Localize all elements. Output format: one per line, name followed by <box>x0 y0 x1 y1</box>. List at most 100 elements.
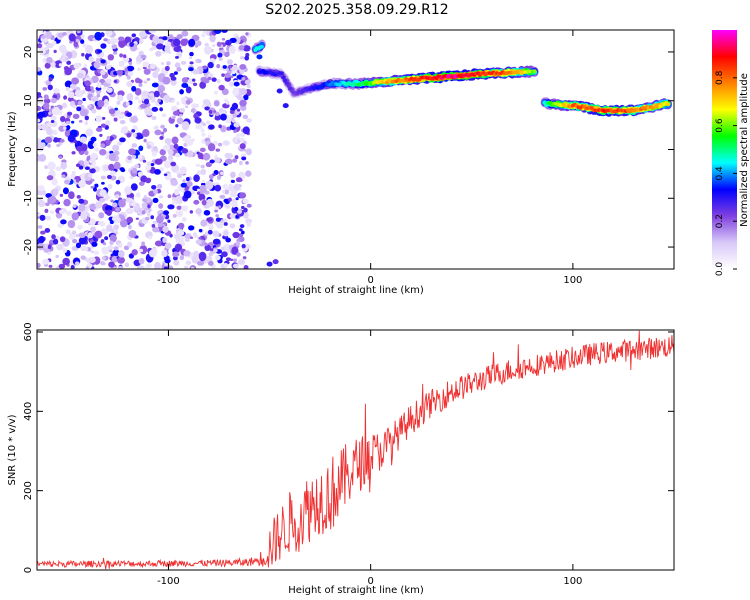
spectrogram-noise-cell <box>56 243 64 251</box>
spectrogram-noise-cell <box>266 261 273 267</box>
spectrogram-noise-cell <box>62 257 70 266</box>
spectrogram-noise-cell <box>89 203 97 210</box>
spectrogram-noise-cell <box>239 192 247 199</box>
spectrogram-noise-cell <box>204 45 212 55</box>
spectrogram-noise-cell <box>216 79 221 84</box>
spectrogram-noise-cell <box>213 30 222 35</box>
spectrogram-noise-cell <box>213 110 217 113</box>
spectrogram-noise-cell <box>62 187 69 195</box>
spectrogram-noise-cell <box>141 241 145 246</box>
spectrogram-noise-cell <box>138 145 144 152</box>
spectrogram-noise-cell <box>129 42 134 48</box>
spectrogram-noise-cell <box>217 205 222 209</box>
spectrogram-noise-cell <box>167 194 172 199</box>
spectrogram-noise-cell <box>66 60 72 65</box>
spectrogram-noise-cell <box>224 204 231 209</box>
spectrogram-noise-cell <box>170 76 177 81</box>
spectrogram-noise-cell <box>142 129 150 137</box>
spectrogram-noise-cell <box>120 126 129 134</box>
spectrogram-noise-cell <box>241 243 246 249</box>
spectrogram-noise-cell <box>61 174 66 178</box>
spectrogram-noise-cell <box>228 197 232 202</box>
spectrogram-noise-cell <box>221 88 229 96</box>
figure-title: S202.2025.358.09.29.R12 <box>265 2 448 18</box>
spectrogram-noise-cell <box>224 51 230 58</box>
spectrogram-noise-cell <box>230 171 236 178</box>
spectrogram-noise-cell <box>117 256 125 264</box>
colorbar-label: Normalized spectral amplitude <box>739 73 750 227</box>
spectrogram-noise-cell <box>117 242 123 248</box>
spectrogram-noise-cell <box>116 100 121 105</box>
spectrogram-noise-cell <box>110 175 117 181</box>
spectrogram-noise-cell <box>223 222 228 226</box>
spectrogram-noise-cell <box>181 216 187 222</box>
spectrogram-noise-cell <box>75 234 79 238</box>
spectrogram-noise-cell <box>215 213 219 218</box>
spectrogram-noise-cell <box>221 189 226 194</box>
spectrogram-noise-cell <box>93 250 99 255</box>
spectrogram-noise-cell <box>172 251 180 258</box>
spectrogram-noise-cell <box>109 240 114 245</box>
spectrogram-noise-cell <box>246 203 252 208</box>
spectrogram-noise-cell <box>233 206 239 212</box>
spectrogram-noise-cell <box>78 203 86 212</box>
spectrogram-noise-cell <box>178 113 183 117</box>
spectrogram-noise-cell <box>243 207 248 213</box>
spectrogram-noise-cell <box>239 224 245 229</box>
spectrogram-noise-cell <box>84 115 90 121</box>
spectrogram-noise-cell <box>232 64 238 71</box>
spectrogram-y-tick-label: 10 <box>23 94 34 107</box>
spectrogram-noise-cell <box>196 191 201 196</box>
spectrogram-noise-cell <box>76 72 84 79</box>
spectrogram-noise-cell <box>134 88 142 96</box>
spectrogram-noise-cell <box>48 77 53 82</box>
spectrogram-noise-cell <box>239 137 245 143</box>
spectrogram-noise-cell <box>198 184 207 194</box>
spectrogram-noise-cell <box>137 67 141 71</box>
spectrogram-noise-cell <box>55 235 60 240</box>
spectrogram-noise-cell <box>90 185 95 189</box>
spectrogram-noise-cell <box>220 30 228 33</box>
spectrogram-noise-cell <box>142 66 147 70</box>
snr-x-tick-label: -100 <box>157 576 180 587</box>
spectrogram-noise-cell <box>222 243 231 254</box>
spectrogram-noise-cell <box>113 224 120 230</box>
spectrogram-noise-cell <box>57 109 63 115</box>
snr-y-tick-label: 200 <box>23 481 34 500</box>
spectrogram-noise-cell <box>184 265 189 269</box>
snr-series-line <box>37 330 674 570</box>
spectrogram-noise-cell <box>148 235 153 240</box>
spectrogram-noise-cell <box>143 138 147 143</box>
spectrogram-noise-cell <box>222 183 229 190</box>
spectrogram-noise-cell <box>103 98 109 104</box>
spectrogram-noise-cell <box>106 60 111 64</box>
spectrogram-noise-cell <box>135 217 139 220</box>
spectrogram-noise-cell <box>45 31 52 40</box>
spectrogram-noise-cell <box>141 210 146 215</box>
spectrogram-noise-cell <box>43 94 49 100</box>
spectrogram-noise-cell <box>282 103 289 109</box>
spectrogram-noise-cell <box>196 59 202 64</box>
spectrogram-noise-cell <box>220 113 227 121</box>
spectrogram-noise-cell <box>51 234 56 240</box>
spectrogram-noise-cell <box>207 229 213 235</box>
spectrogram-noise-cell <box>94 230 103 239</box>
spectrogram-noise-cell <box>156 38 164 45</box>
spectrogram-noise-cell <box>206 217 213 222</box>
spectrogram-noise-cell <box>50 119 55 123</box>
spectrogram-noise-cell <box>39 214 46 221</box>
spectrogram-noise-cell <box>105 78 112 84</box>
spectrogram-noise-cell <box>152 226 160 233</box>
spectrogram-noise-cell <box>242 198 249 204</box>
spectrogram-noise-cell <box>120 111 125 115</box>
spectrogram-x-tick-label: 100 <box>563 275 582 286</box>
spectrogram-noise-cell <box>106 224 113 232</box>
spectrogram-noise-cell <box>161 249 168 258</box>
spectrogram-noise-cell <box>242 45 251 52</box>
spectrogram-noise-cell <box>154 261 161 269</box>
spectrogram-noise-cell <box>225 153 234 159</box>
spectrogram-noise-cell <box>113 161 121 170</box>
spectrogram-noise-cell <box>167 204 175 210</box>
spectrogram-noise-cell <box>126 81 133 87</box>
spectrogram-noise-cell <box>131 167 138 174</box>
